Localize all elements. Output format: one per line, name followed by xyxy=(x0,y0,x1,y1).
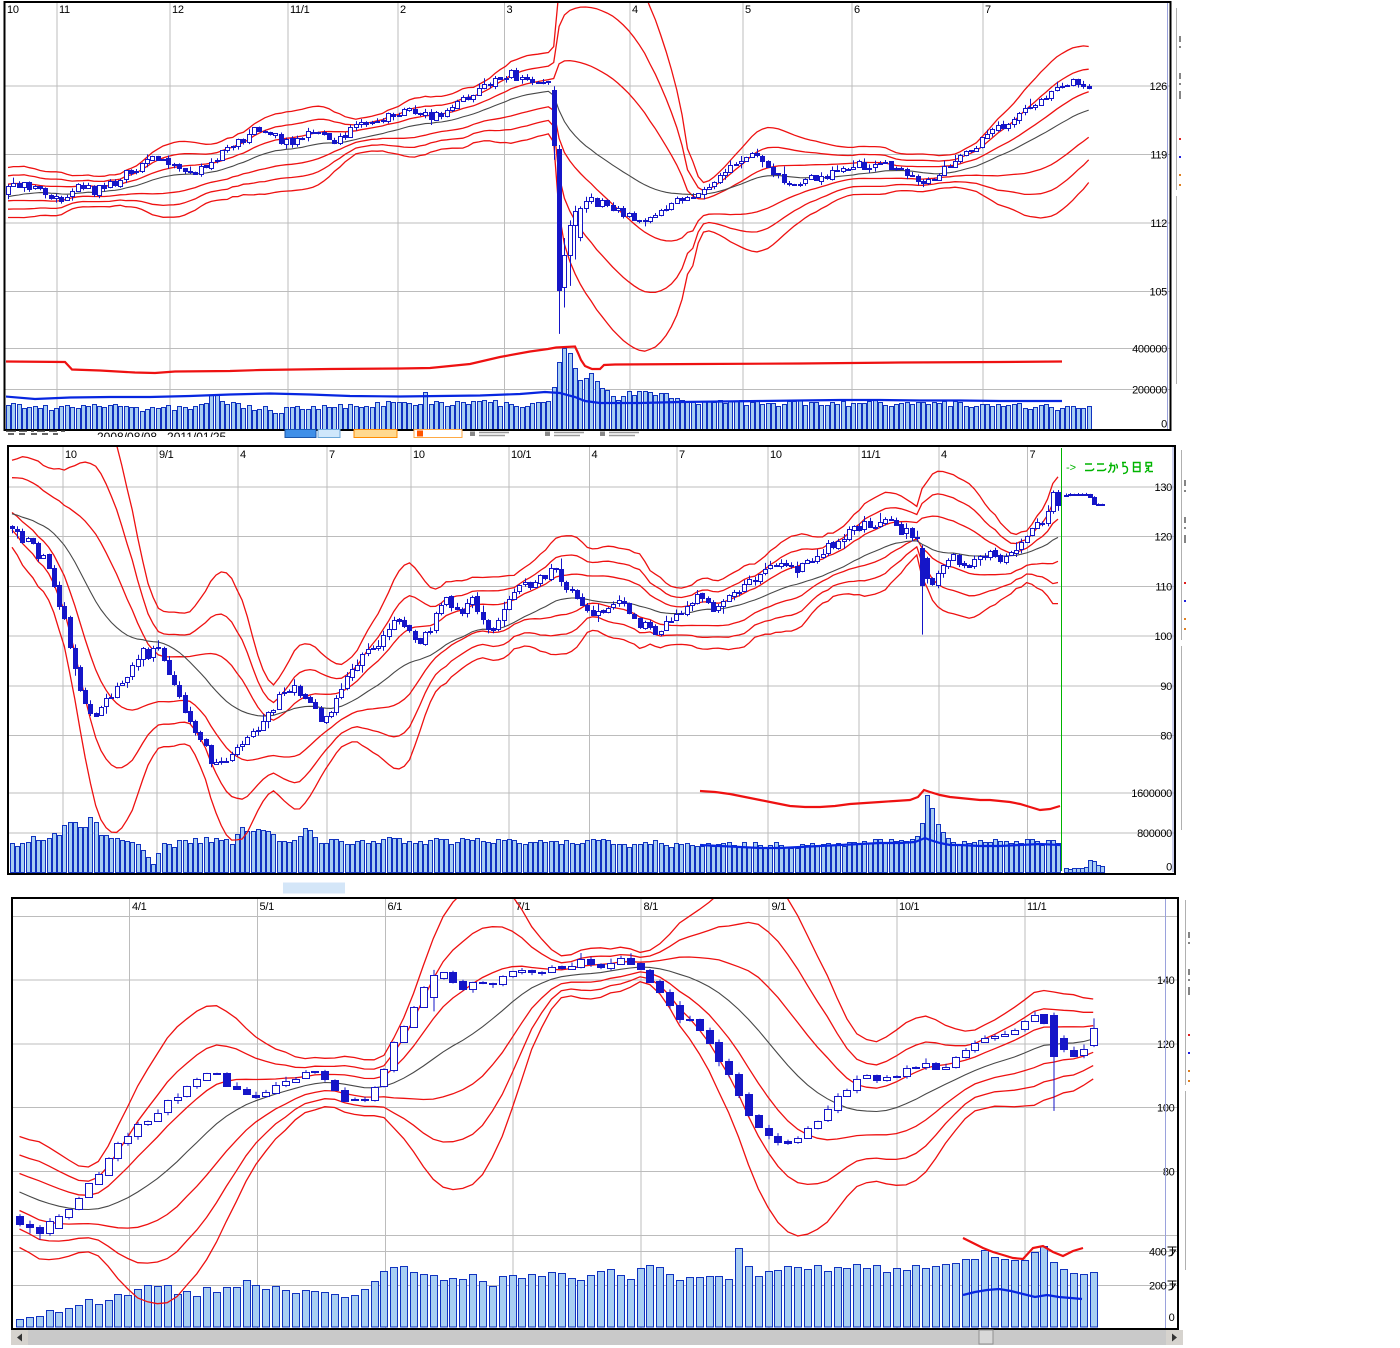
svg-text:200000: 200000 xyxy=(1132,384,1167,396)
svg-text:4/1: 4/1 xyxy=(132,901,147,913)
svg-text:400: 400 xyxy=(1149,1247,1167,1259)
svg-text:80: 80 xyxy=(1160,731,1172,743)
svg-text:4: 4 xyxy=(240,449,246,461)
svg-text:7: 7 xyxy=(1030,449,1036,461)
svg-text:100: 100 xyxy=(1157,1103,1175,1115)
svg-text:0: 0 xyxy=(1166,862,1172,874)
svg-text:800000: 800000 xyxy=(1137,828,1172,840)
svg-text:140: 140 xyxy=(1157,975,1175,987)
svg-text:->: -> xyxy=(1066,462,1076,474)
svg-text:130: 130 xyxy=(1155,482,1173,494)
svg-text:126: 126 xyxy=(1150,81,1168,93)
svg-text:200: 200 xyxy=(1149,1281,1167,1293)
svg-text:10: 10 xyxy=(413,449,425,461)
svg-text:7: 7 xyxy=(985,4,991,16)
svg-text:11/1: 11/1 xyxy=(1027,901,1047,913)
svg-text:6: 6 xyxy=(854,4,860,16)
svg-text:6/1: 6/1 xyxy=(388,901,403,913)
svg-text:400000: 400000 xyxy=(1132,343,1167,355)
svg-text:110: 110 xyxy=(1155,581,1172,593)
svg-text:5/1: 5/1 xyxy=(260,901,275,913)
svg-text:11/1: 11/1 xyxy=(290,4,310,16)
svg-text:7/1: 7/1 xyxy=(516,901,531,913)
svg-text:11: 11 xyxy=(59,4,70,16)
svg-text:7: 7 xyxy=(679,449,685,461)
svg-text:8/1: 8/1 xyxy=(644,901,659,913)
svg-text:9/1: 9/1 xyxy=(159,449,174,461)
svg-text:7: 7 xyxy=(329,449,335,461)
svg-text:9/1: 9/1 xyxy=(772,901,787,913)
svg-text:120: 120 xyxy=(1157,1039,1175,1051)
svg-text:12: 12 xyxy=(172,4,184,16)
svg-text:10: 10 xyxy=(7,4,19,16)
svg-text:80: 80 xyxy=(1163,1167,1175,1179)
svg-text:90: 90 xyxy=(1160,681,1172,693)
svg-text:2008/08/08 2011/01/25: 2008/08/08 2011/01/25 xyxy=(97,430,227,444)
svg-text:4: 4 xyxy=(941,449,947,461)
svg-text:10: 10 xyxy=(770,449,782,461)
svg-text:11/1: 11/1 xyxy=(861,449,881,461)
svg-text:5: 5 xyxy=(745,4,751,16)
svg-text:112: 112 xyxy=(1150,218,1167,230)
svg-text:3: 3 xyxy=(507,4,513,16)
svg-text:4: 4 xyxy=(632,4,638,16)
svg-text:1600000: 1600000 xyxy=(1131,788,1172,800)
svg-text:0: 0 xyxy=(1169,1312,1175,1324)
svg-text:120: 120 xyxy=(1155,532,1173,544)
svg-text:100: 100 xyxy=(1155,631,1173,643)
svg-text:2: 2 xyxy=(400,4,406,16)
svg-text:4: 4 xyxy=(592,449,598,461)
svg-text:0: 0 xyxy=(1161,419,1167,431)
svg-text:119: 119 xyxy=(1150,150,1167,162)
svg-text:10/1: 10/1 xyxy=(899,901,919,913)
svg-text:10/1: 10/1 xyxy=(511,449,531,461)
svg-text:10: 10 xyxy=(65,449,77,461)
svg-text:105: 105 xyxy=(1150,287,1168,299)
